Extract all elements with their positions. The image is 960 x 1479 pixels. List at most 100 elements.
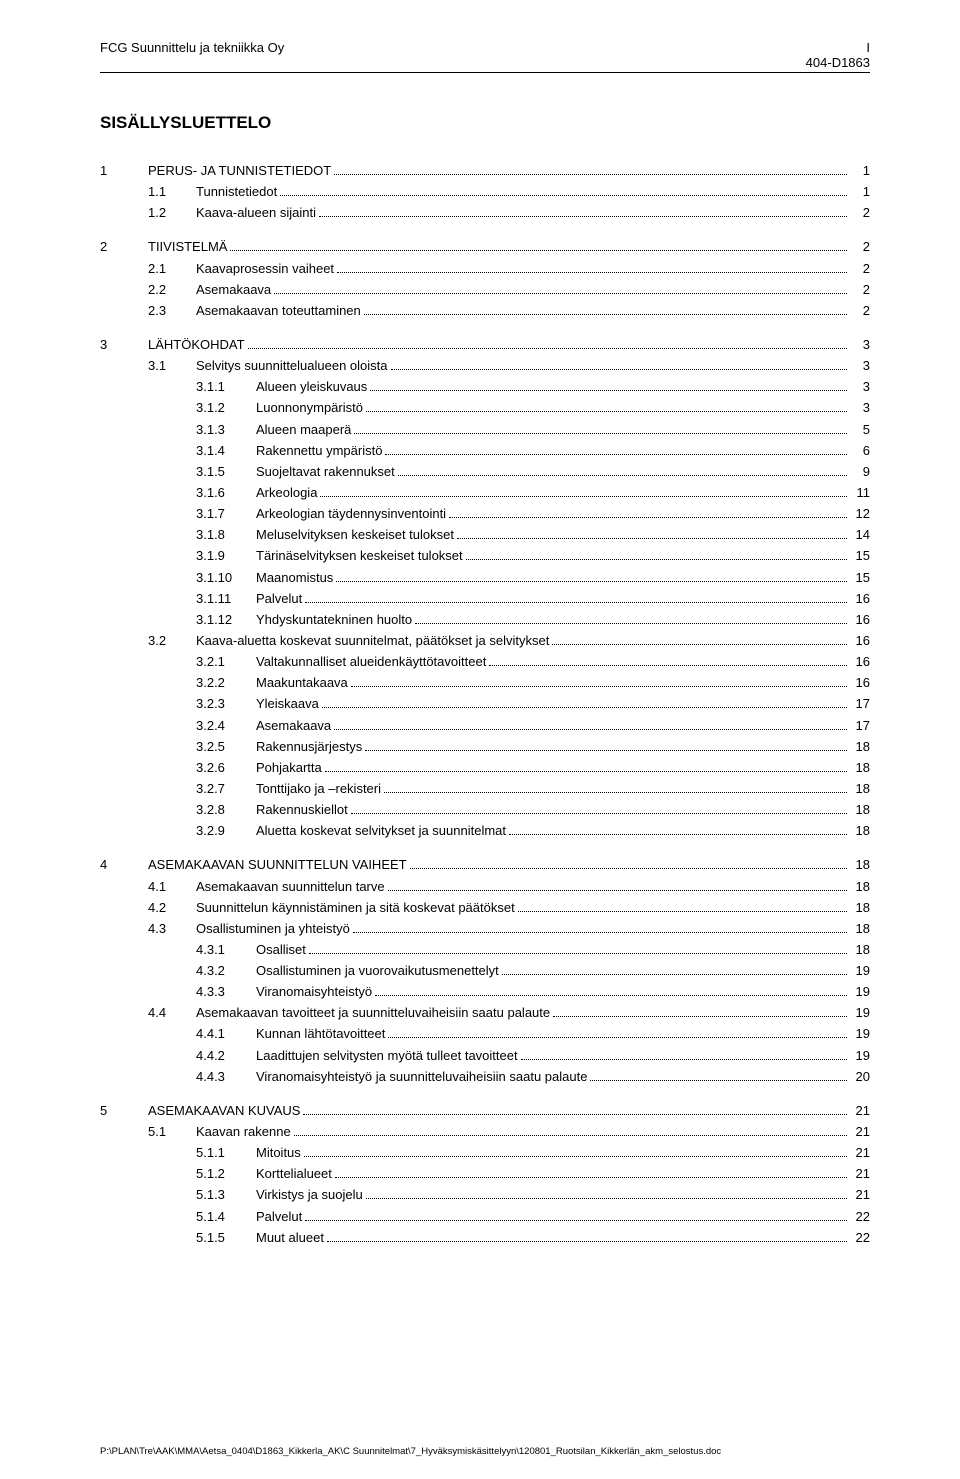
- toc-number: 4.2: [100, 898, 196, 918]
- toc-row: 3.2.2Maakuntakaava16: [100, 673, 870, 693]
- toc-page: 18: [850, 758, 870, 778]
- toc-row: 3.2.3Yleiskaava17: [100, 694, 870, 714]
- toc-leader: [366, 1187, 847, 1199]
- toc-row: 3.1.9Tärinäselvityksen keskeiset tulokse…: [100, 546, 870, 566]
- toc-number: 1: [100, 161, 148, 181]
- toc-label: Asemakaavan toteuttaminen: [196, 301, 361, 321]
- toc-row: 4ASEMAKAAVAN SUUNNITTELUN VAIHEET18: [100, 855, 870, 875]
- toc-leader: [322, 696, 847, 708]
- toc-leader: [466, 548, 847, 560]
- toc-page: 16: [850, 673, 870, 693]
- toc-page: 2: [850, 237, 870, 257]
- toc-row: 3.2Kaava-aluetta koskevat suunnitelmat, …: [100, 631, 870, 651]
- toc-leader: [274, 282, 847, 294]
- toc-row: 4.3.2Osallistuminen ja vuorovaikutusmene…: [100, 961, 870, 981]
- toc-page: 1: [850, 182, 870, 202]
- toc-row: 3.1.7Arkeologian täydennysinventointi 12: [100, 504, 870, 524]
- toc-row: 5.1.2Korttelialueet21: [100, 1164, 870, 1184]
- toc-label: Palvelut: [256, 589, 302, 609]
- toc-number: 4.4: [100, 1003, 196, 1023]
- toc-page: 12: [850, 504, 870, 524]
- toc-number: 3.1.7: [100, 504, 256, 524]
- toc-label: Suunnittelun käynnistäminen ja sitä kosk…: [196, 898, 515, 918]
- toc-row: 3.2.6Pohjakartta18: [100, 758, 870, 778]
- toc-page: 2: [850, 259, 870, 279]
- toc-leader: [410, 857, 847, 869]
- toc-leader: [353, 921, 847, 933]
- toc-number: 4.4.2: [100, 1046, 256, 1066]
- page-title: SISÄLLYSLUETTELO: [100, 113, 870, 133]
- toc-leader: [449, 506, 847, 518]
- toc-page: 17: [850, 716, 870, 736]
- toc-number: 4: [100, 855, 148, 875]
- toc-label: Valtakunnalliset alueidenkäyttötavoittee…: [256, 652, 486, 672]
- toc-page: 18: [850, 877, 870, 897]
- toc-leader: [415, 612, 847, 624]
- toc-row: 1PERUS- JA TUNNISTETIEDOT1: [100, 161, 870, 181]
- toc-leader: [365, 739, 847, 751]
- company-name: FCG Suunnittelu ja tekniikka Oy: [100, 40, 284, 55]
- toc-leader: [398, 464, 847, 476]
- toc-label: Kaava-alueen sijainti: [196, 203, 316, 223]
- toc-leader: [335, 1166, 847, 1178]
- toc-page: 21: [850, 1122, 870, 1142]
- toc-page: 17: [850, 694, 870, 714]
- toc-label: Luonnonympäristö: [256, 398, 363, 418]
- toc-label: Tonttijako ja –rekisteri: [256, 779, 381, 799]
- toc-label: Arkeologia: [256, 483, 317, 503]
- toc-page: 3: [850, 356, 870, 376]
- toc-leader: [320, 485, 847, 497]
- toc-page: 21: [850, 1185, 870, 1205]
- toc-page: 15: [850, 546, 870, 566]
- toc-number: 3.2.4: [100, 716, 256, 736]
- toc-page: 16: [850, 610, 870, 630]
- toc-page: 18: [850, 737, 870, 757]
- header-rule: [100, 72, 870, 73]
- toc-leader: [552, 633, 847, 645]
- toc-leader: [325, 760, 847, 772]
- toc-label: Palvelut: [256, 1207, 302, 1227]
- toc-leader: [391, 358, 847, 370]
- doc-ref: 404-D1863: [806, 55, 870, 70]
- toc-label: Tunnistetiedot: [196, 182, 277, 202]
- toc-page: 18: [850, 821, 870, 841]
- toc-leader: [590, 1069, 847, 1081]
- toc-leader: [337, 261, 847, 273]
- toc-number: 3.1.6: [100, 483, 256, 503]
- toc-leader: [351, 802, 847, 814]
- toc-row: 3.2.7Tonttijako ja –rekisteri18: [100, 779, 870, 799]
- toc-leader: [364, 303, 847, 315]
- toc-row: 2.1Kaavaprosessin vaiheet2: [100, 259, 870, 279]
- toc-row: 4.3.3Viranomaisyhteistyö19: [100, 982, 870, 1002]
- toc-leader: [457, 527, 847, 539]
- toc-leader: [334, 163, 847, 175]
- toc-label: Viranomaisyhteistyö: [256, 982, 372, 1002]
- toc-number: 3.2.2: [100, 673, 256, 693]
- toc-label: Aluetta koskevat selvitykset ja suunnite…: [256, 821, 506, 841]
- toc-row: 5.1.5Muut alueet22: [100, 1228, 870, 1248]
- toc-label: Alueen yleiskuvaus: [256, 377, 367, 397]
- toc-row: 4.4.3Viranomaisyhteistyö ja suunnitteluv…: [100, 1067, 870, 1087]
- toc-row: 1.1Tunnistetiedot1: [100, 182, 870, 202]
- toc-number: 4.3.3: [100, 982, 256, 1002]
- toc-page: 16: [850, 589, 870, 609]
- toc-page: 3: [850, 335, 870, 355]
- toc-number: 3.2.6: [100, 758, 256, 778]
- toc-row: 5.1.3Virkistys ja suojelu21: [100, 1185, 870, 1205]
- toc-number: 3.1.10: [100, 568, 256, 588]
- toc-leader: [327, 1230, 847, 1242]
- toc-label: Muut alueet: [256, 1228, 324, 1248]
- toc-label: Kunnan lähtötavoitteet: [256, 1024, 385, 1044]
- toc-label: Rakennettu ympäristö: [256, 441, 382, 461]
- toc-label: Viranomaisyhteistyö ja suunnitteluvaihei…: [256, 1067, 587, 1087]
- toc-row: 3.1.11Palvelut16: [100, 589, 870, 609]
- toc-leader: [388, 1026, 847, 1038]
- toc-number: 3.2.7: [100, 779, 256, 799]
- toc-row: 1.2Kaava-alueen sijainti2: [100, 203, 870, 223]
- toc-label: Arkeologian täydennysinventointi: [256, 504, 446, 524]
- toc-label: Rakennuskiellot: [256, 800, 348, 820]
- toc-leader: [354, 422, 847, 434]
- toc-number: 3.2.8: [100, 800, 256, 820]
- toc-page: 3: [850, 377, 870, 397]
- toc-row: 3.1Selvitys suunnittelualueen oloista3: [100, 356, 870, 376]
